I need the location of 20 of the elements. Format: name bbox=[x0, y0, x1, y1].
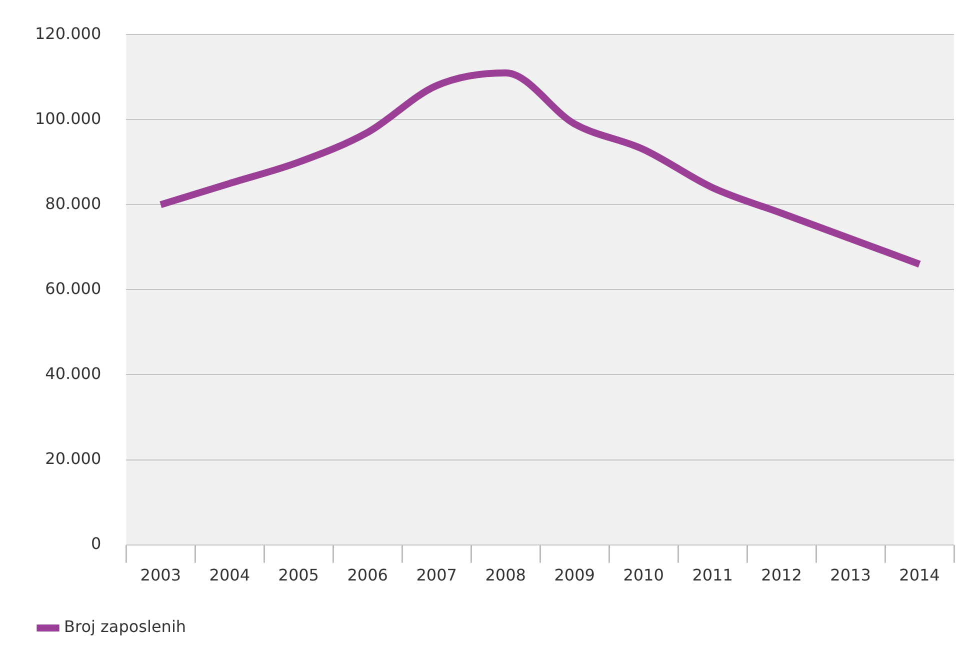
x-tick-label: 2005 bbox=[278, 566, 319, 585]
y-tick-label: 120.000 bbox=[34, 24, 102, 43]
x-tick-label: 2003 bbox=[140, 566, 182, 585]
y-tick-label: 60.000 bbox=[45, 278, 102, 298]
x-tick-label: 2006 bbox=[347, 566, 388, 585]
y-tick-label: 80.000 bbox=[45, 194, 102, 213]
x-tick-label: 2013 bbox=[830, 566, 871, 585]
x-tick-label: 2010 bbox=[623, 566, 664, 585]
x-tick-label: 2007 bbox=[416, 566, 457, 585]
x-tick-label: 2004 bbox=[209, 566, 250, 585]
x-tick-label: 2011 bbox=[692, 566, 733, 585]
x-tick-label: 2014 bbox=[899, 566, 940, 585]
y-tick-label: 40.000 bbox=[45, 364, 102, 383]
x-tick-label: 2012 bbox=[761, 566, 802, 585]
x-tick-label: 2008 bbox=[485, 566, 526, 585]
x-tick-label: 2009 bbox=[554, 566, 595, 585]
legend-label: Broj zaposlenih bbox=[64, 617, 186, 636]
y-tick-label: 20.000 bbox=[45, 448, 102, 468]
y-tick-label: 0 bbox=[90, 534, 102, 553]
y-tick-label: 100.000 bbox=[34, 108, 102, 128]
